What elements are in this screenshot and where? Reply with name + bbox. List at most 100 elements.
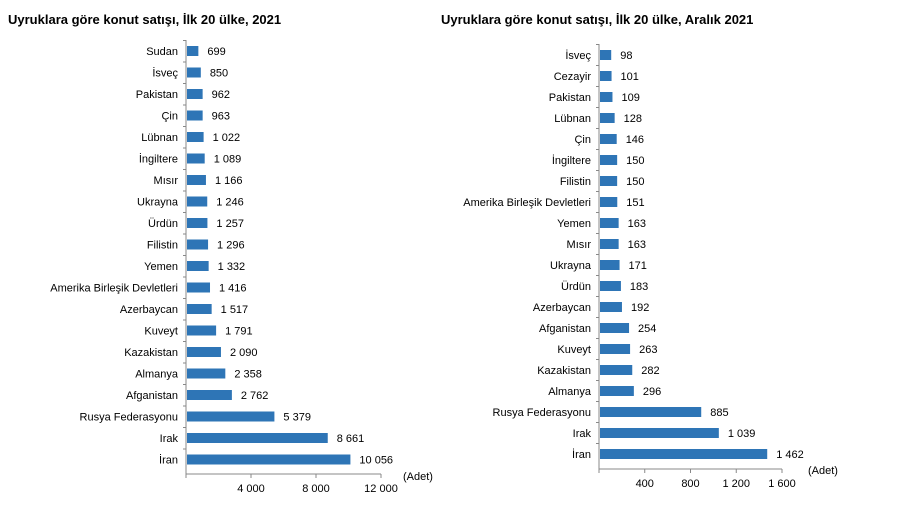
- bar: [600, 260, 620, 270]
- data-label: 699: [207, 46, 225, 58]
- data-label: 962: [212, 89, 230, 101]
- bar: [600, 155, 618, 165]
- bar: [187, 196, 208, 207]
- data-label: 963: [212, 111, 230, 123]
- data-label: 1 462: [776, 449, 804, 461]
- category-label: Kuveyt: [557, 344, 591, 356]
- data-label: 296: [643, 386, 661, 398]
- data-label: 192: [631, 302, 649, 314]
- category-label: Rusya Federasyonu: [80, 412, 178, 424]
- data-label: 101: [621, 71, 639, 83]
- bar: [600, 365, 633, 375]
- data-label: 885: [710, 407, 728, 419]
- data-label: 263: [639, 344, 657, 356]
- bar: [187, 132, 204, 142]
- bar: [187, 325, 217, 336]
- bar: [600, 218, 619, 228]
- data-label: 1 089: [214, 154, 242, 166]
- category-label: İran: [159, 454, 178, 467]
- category-label: Rusya Federasyonu: [493, 407, 591, 419]
- bar: [600, 428, 719, 438]
- data-label: 1 791: [225, 326, 253, 338]
- x-tick-label: 8 000: [302, 483, 330, 495]
- category-label: Amerika Birleşik Devletleri: [50, 283, 178, 295]
- bar: [187, 218, 208, 228]
- category-label: Yemen: [144, 261, 178, 273]
- bar: [600, 239, 619, 249]
- bar: [600, 407, 702, 417]
- bar: [187, 282, 211, 293]
- category-label: Almanya: [548, 386, 592, 398]
- bar: [600, 50, 612, 60]
- category-label: Pakistan: [549, 92, 591, 104]
- category-label: Yemen: [557, 218, 591, 230]
- category-label: Ukrayna: [550, 260, 592, 272]
- bar: [187, 304, 212, 314]
- bar: [187, 261, 209, 271]
- category-label: İran: [572, 448, 591, 461]
- data-label: 150: [626, 155, 644, 167]
- bar: [600, 323, 630, 333]
- x-tick-label: 4 000: [237, 483, 265, 495]
- category-label: Pakistan: [136, 89, 178, 101]
- unit-label: (Adet): [403, 471, 433, 483]
- bar: [187, 89, 203, 99]
- bar: [600, 281, 621, 291]
- x-tick-label: 1 600: [768, 478, 796, 490]
- bar: [600, 449, 768, 459]
- category-label: İngiltere: [139, 153, 178, 166]
- data-label: 1 166: [215, 175, 243, 187]
- bar: [187, 454, 351, 465]
- bar: [600, 113, 615, 123]
- data-label: 151: [626, 197, 644, 209]
- category-label: Irak: [160, 433, 179, 445]
- category-label: Ürdün: [148, 218, 178, 230]
- category-label: Çin: [574, 134, 591, 146]
- category-label: Ürdün: [561, 281, 591, 293]
- category-label: Filistin: [560, 176, 591, 188]
- data-label: 109: [621, 92, 639, 104]
- chart-title-2021: Uyruklara göre konut satışı, İlk 20 ülke…: [8, 12, 282, 27]
- bar: [187, 46, 199, 56]
- bar: [187, 153, 205, 164]
- data-label: 850: [210, 68, 228, 80]
- category-label: Çin: [161, 111, 178, 123]
- category-label: Filistin: [147, 240, 178, 252]
- category-label: Kuveyt: [144, 326, 178, 338]
- bar: [187, 67, 201, 78]
- bar: [187, 110, 203, 121]
- x-tick-label: 12 000: [364, 483, 398, 495]
- data-label: 163: [628, 218, 646, 230]
- bar: [187, 433, 328, 443]
- category-label: İsveç: [565, 49, 591, 62]
- x-tick-label: 400: [636, 478, 654, 490]
- data-label: 128: [624, 113, 642, 125]
- category-label: Sudan: [146, 46, 178, 58]
- data-label: 8 661: [337, 433, 365, 445]
- bar: [600, 134, 617, 144]
- category-label: Lübnan: [554, 113, 591, 125]
- category-label: Azerbaycan: [120, 304, 178, 316]
- category-label: Kazakistan: [124, 347, 178, 359]
- category-label: Ukrayna: [137, 197, 179, 209]
- bar: [187, 175, 206, 185]
- category-label: Kazakistan: [537, 365, 591, 377]
- bar: [187, 368, 226, 379]
- data-label: 2 762: [241, 390, 269, 402]
- bar: [600, 344, 631, 354]
- category-label: Mısır: [154, 175, 179, 187]
- data-label: 1 332: [218, 261, 246, 273]
- data-label: 146: [626, 134, 644, 146]
- data-label: 1 039: [728, 428, 756, 440]
- category-label: Cezayir: [554, 71, 592, 83]
- category-label: İngiltere: [552, 154, 591, 167]
- category-label: Lübnan: [141, 132, 178, 144]
- data-label: 1 517: [221, 304, 249, 316]
- bar: [600, 92, 613, 102]
- category-label: Afganistan: [126, 390, 178, 402]
- bar: [187, 411, 275, 422]
- bar: [187, 390, 232, 400]
- data-label: 171: [629, 260, 647, 272]
- data-label: 282: [641, 365, 659, 377]
